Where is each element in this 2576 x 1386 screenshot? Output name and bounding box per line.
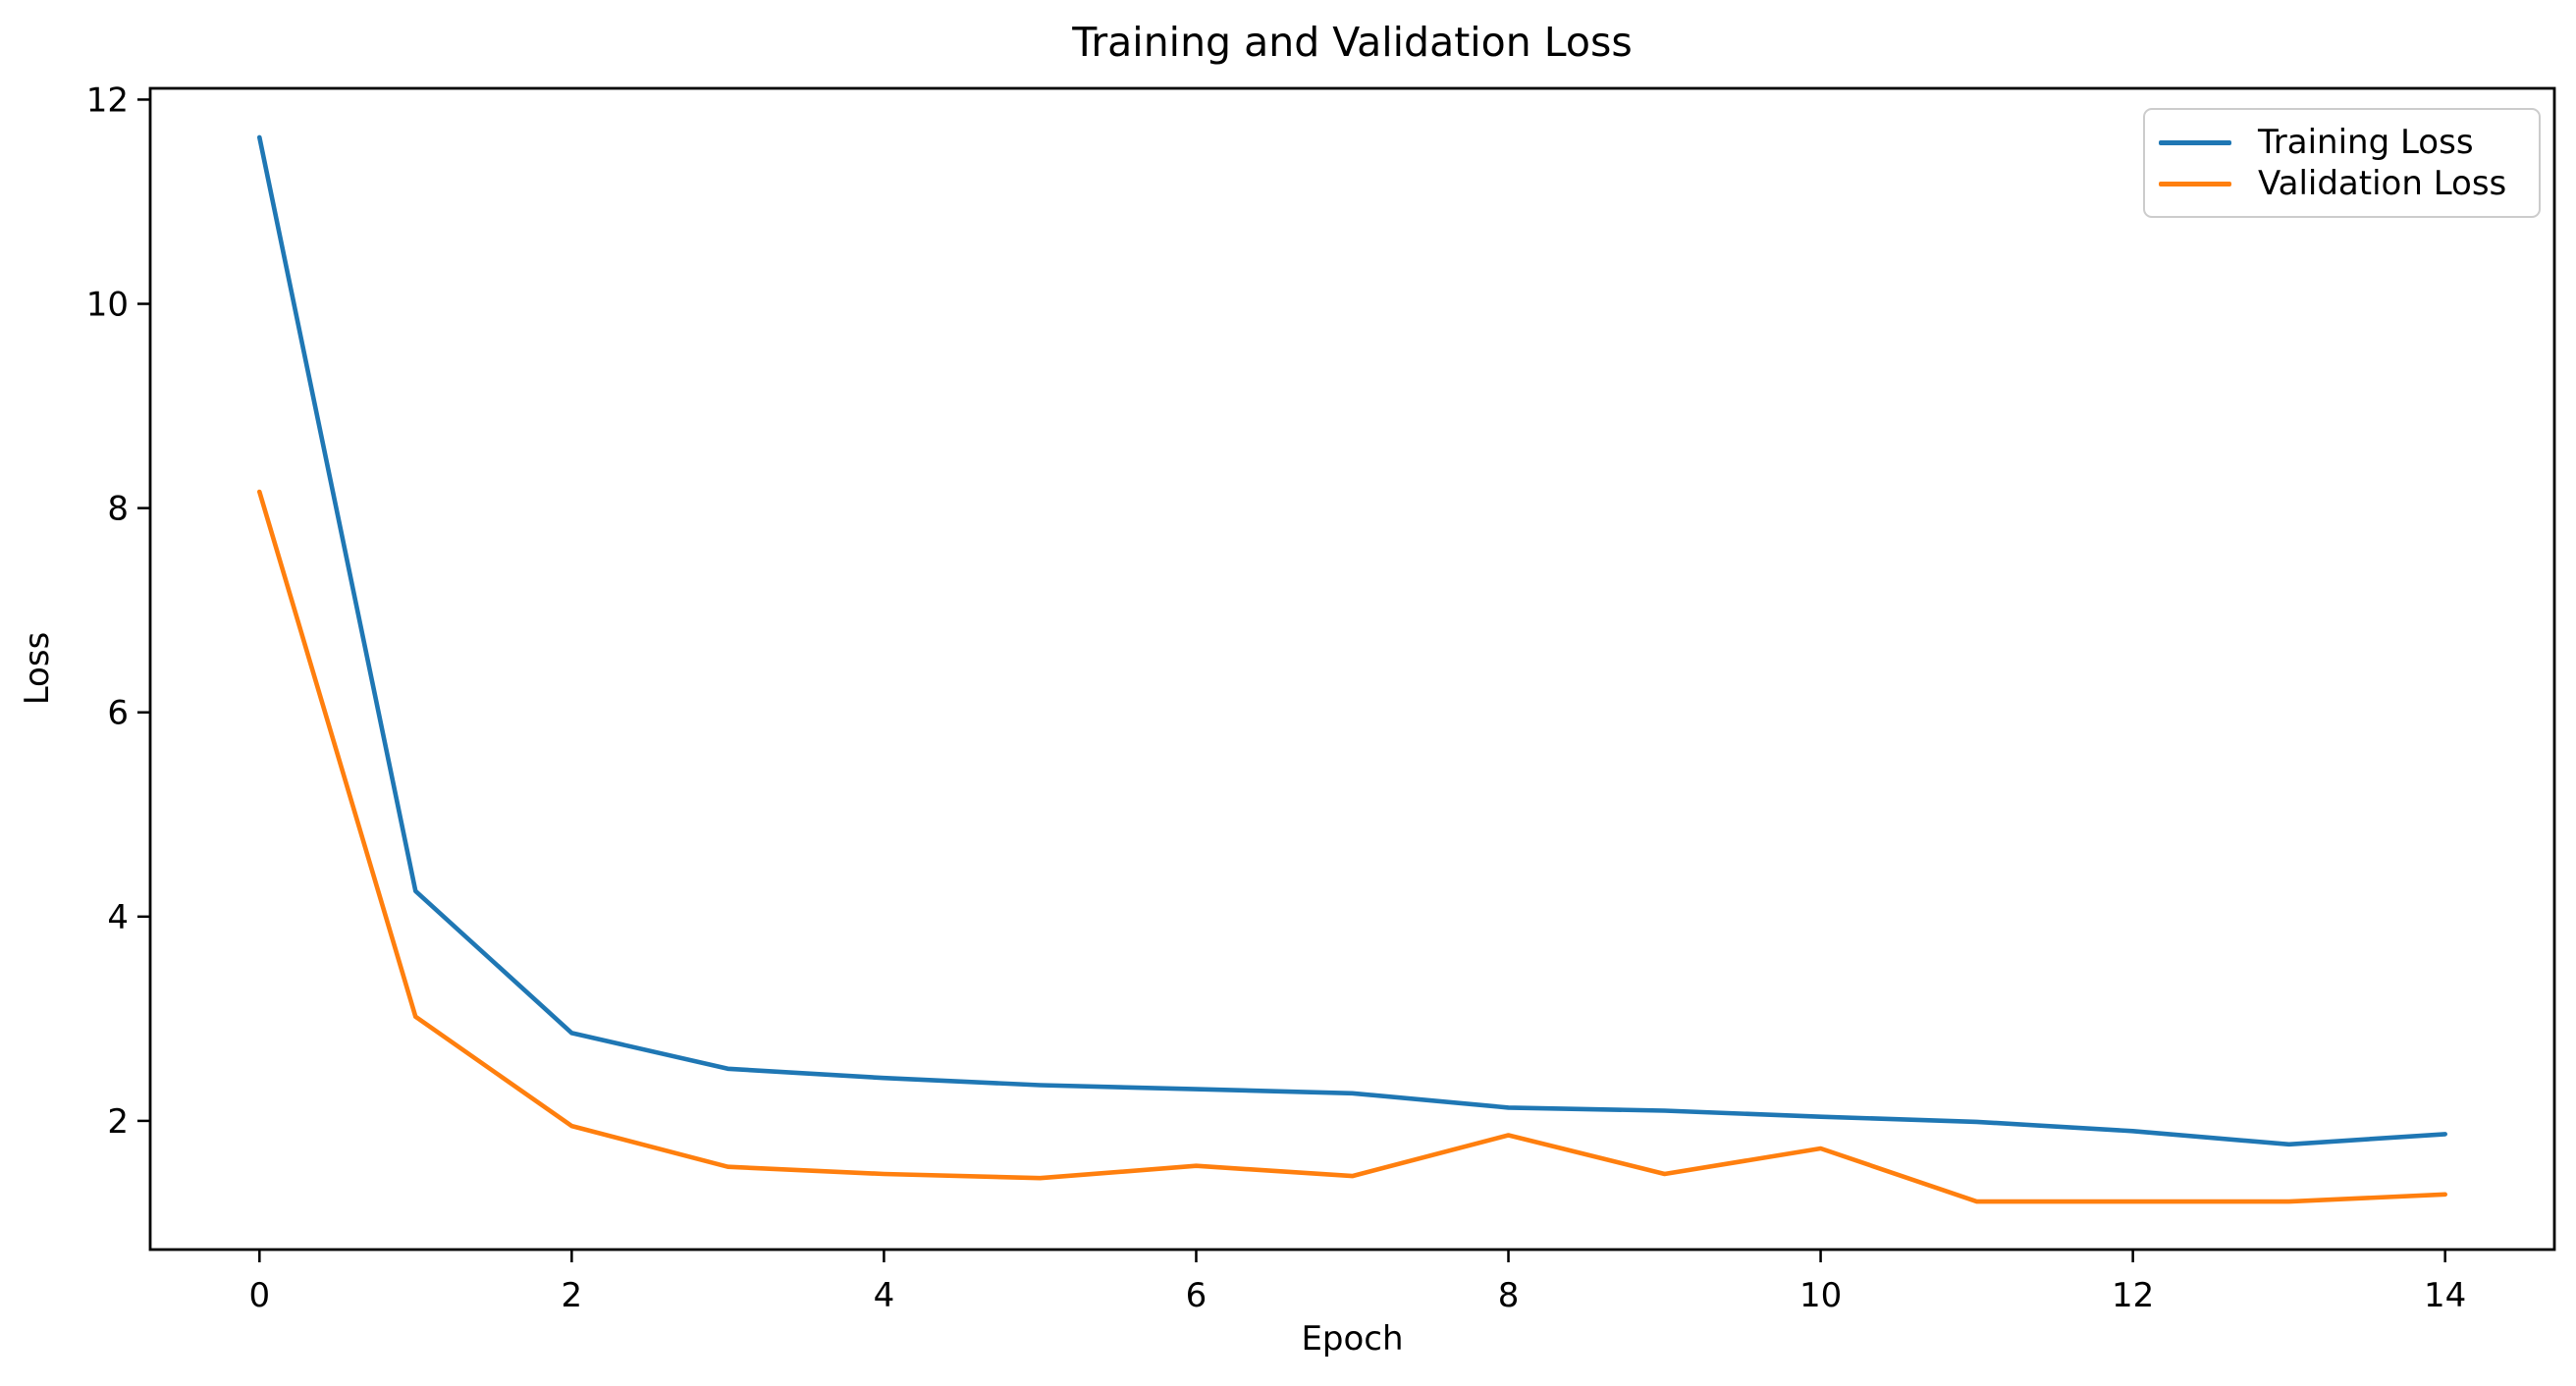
legend-label-validation: Validation Loss: [2258, 164, 2507, 203]
series-line-training-loss: [256, 134, 2447, 1147]
y-tick-label: 6: [107, 694, 129, 733]
training-loss-line-swatch: [2159, 139, 2231, 145]
y-tick-label: 12: [86, 80, 129, 120]
x-tick-label: 0: [248, 1276, 270, 1315]
x-tick-label: 10: [1799, 1276, 1842, 1315]
legend-label-training: Training Loss: [2258, 123, 2474, 162]
legend: Training Loss Validation Loss: [2143, 108, 2541, 218]
y-tick-label: 2: [107, 1102, 129, 1142]
y-tick-label: 10: [86, 286, 129, 325]
axes-frame: [148, 86, 2556, 1252]
y-tick-label: 4: [107, 898, 129, 937]
x-tick-label: 8: [1498, 1276, 1520, 1315]
y-axis-label: Loss: [18, 631, 57, 706]
x-tick-label: 4: [874, 1276, 895, 1315]
chart-title: Training and Validation Loss: [1072, 19, 1633, 66]
x-tick-label: 6: [1186, 1276, 1208, 1315]
x-axis-label: Epoch: [1301, 1319, 1404, 1359]
validation-loss-line-swatch: [2159, 181, 2231, 187]
x-tick-label: 12: [2112, 1276, 2154, 1315]
legend-item-validation: Validation Loss: [2159, 164, 2525, 203]
legend-item-training: Training Loss: [2159, 123, 2525, 162]
x-tick-label: 2: [562, 1276, 583, 1315]
y-tick-label: 8: [107, 490, 129, 529]
x-tick-label: 14: [2424, 1276, 2466, 1315]
series-line-validation-loss: [256, 489, 2447, 1204]
